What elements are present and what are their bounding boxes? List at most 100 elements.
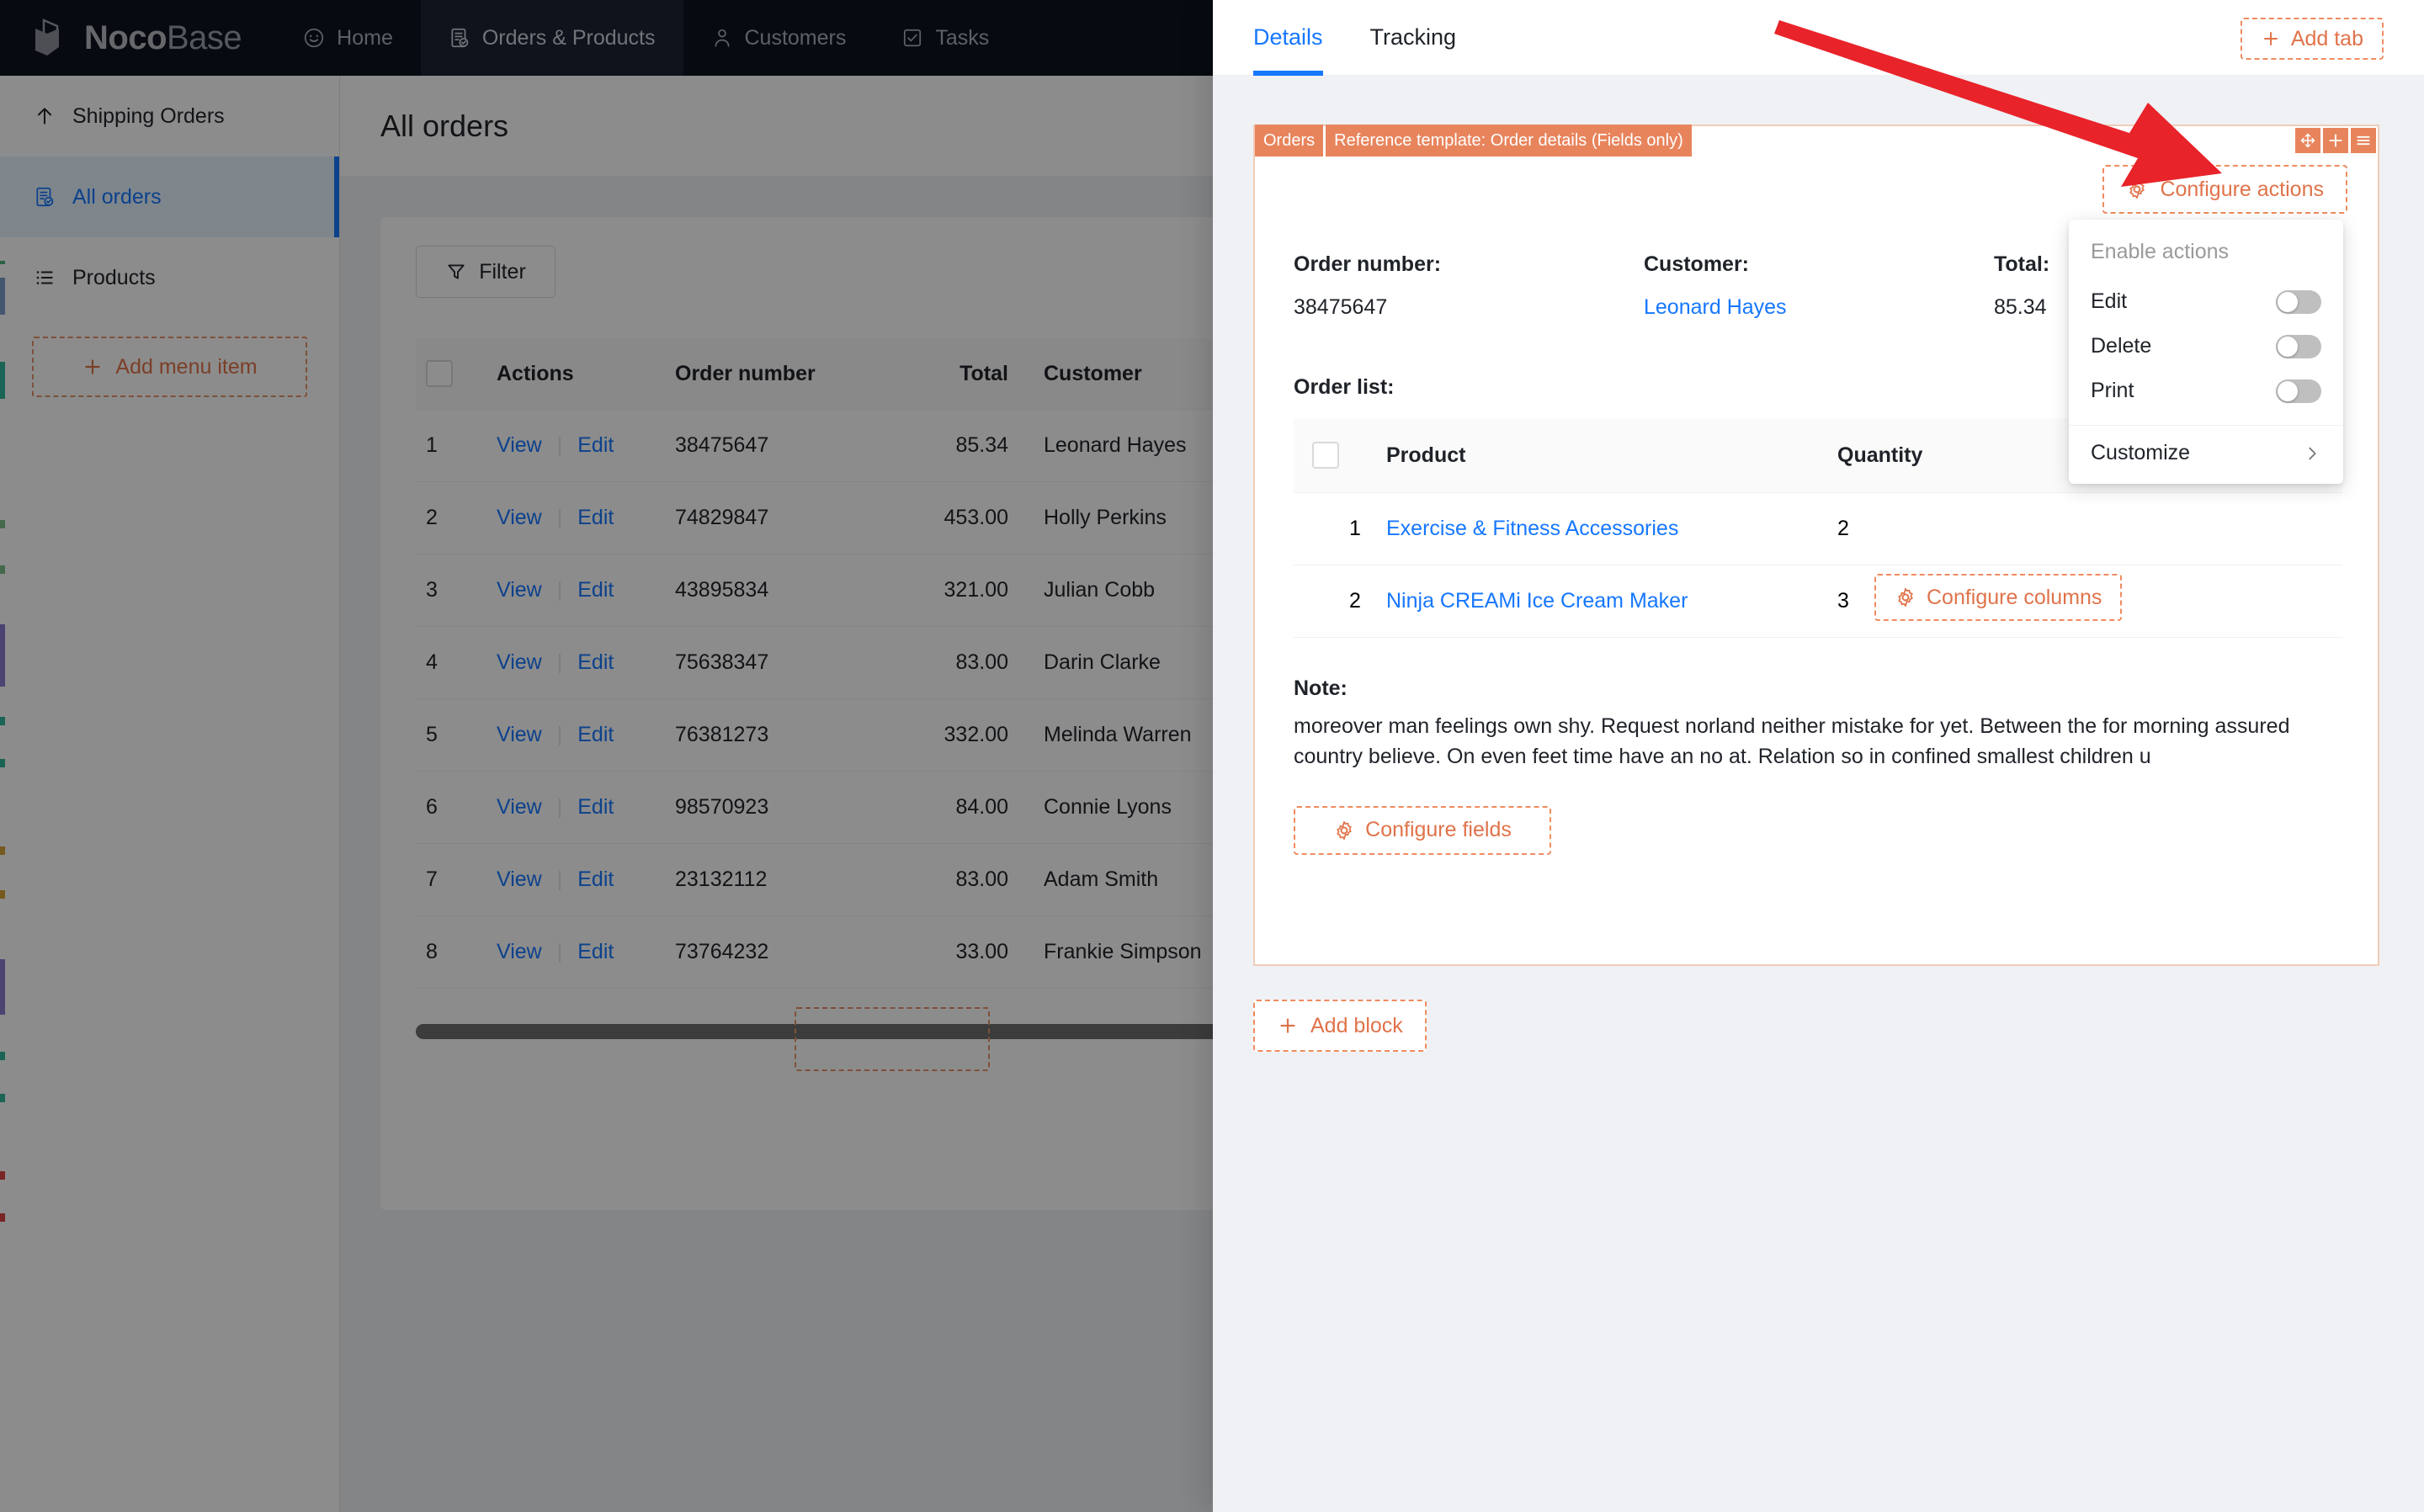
filter-button[interactable]: Filter: [416, 246, 556, 298]
row-spacer-cell: [2023, 492, 2342, 565]
sidebar-item-products[interactable]: Products: [0, 237, 339, 318]
edit-link[interactable]: Edit: [577, 723, 614, 746]
select-all-checkbox[interactable]: [1312, 442, 1339, 469]
edge-marker: [0, 1094, 5, 1102]
badge-template-name[interactable]: Reference template: Order details (Field…: [1326, 125, 1692, 157]
view-link[interactable]: View: [497, 578, 542, 602]
view-link[interactable]: View: [497, 795, 542, 819]
menu-item-print[interactable]: Print: [2069, 369, 2343, 413]
nav-item-tasks[interactable]: Tasks: [874, 0, 1017, 76]
view-link[interactable]: View: [497, 867, 542, 891]
nav-item-orders-and-products[interactable]: Orders & Products: [420, 0, 683, 76]
add-block-button[interactable]: Add block: [1253, 1000, 1427, 1052]
row-product-cell[interactable]: Ninja CREAMi Ice Cream Maker: [1386, 565, 1837, 638]
column-header-order-number[interactable]: Order number: [675, 338, 884, 410]
plus-icon[interactable]: [2323, 128, 2348, 153]
view-link[interactable]: View: [497, 940, 542, 963]
view-link[interactable]: View: [497, 650, 542, 674]
gear-icon: [1898, 587, 1913, 607]
fields-grid: Order number: 38475647 Customer: Leonard…: [1294, 252, 2344, 320]
nav-item-home[interactable]: Home: [275, 0, 421, 76]
tab-details[interactable]: Details: [1253, 0, 1323, 76]
column-header-quantity[interactable]: Quantity: [1837, 418, 2023, 493]
configure-columns-button[interactable]: Configure columns: [1874, 574, 2123, 621]
badge-collection-name[interactable]: Orders: [1255, 125, 1324, 157]
print-toggle[interactable]: [2276, 379, 2321, 403]
row-index-cell: 8: [416, 915, 497, 989]
edge-marker: [0, 520, 5, 528]
row-actions-cell: View | Edit: [497, 843, 675, 916]
row-product-cell[interactable]: Exercise & Fitness Accessories: [1386, 492, 1837, 565]
row-index-cell: 1: [416, 409, 497, 482]
menu-icon[interactable]: [2351, 128, 2376, 153]
select-all-checkbox[interactable]: [426, 360, 453, 387]
configure-actions-dropdown: Enable actions Edit Delete Print Customi…: [2069, 220, 2343, 484]
drag-move-icon[interactable]: [2295, 128, 2320, 153]
order-doc-icon: [36, 187, 54, 207]
menu-item-edit[interactable]: Edit: [2069, 279, 2343, 324]
sidebar-item-label: All orders: [72, 184, 162, 209]
sidebar-item-label: Shipping Orders: [72, 103, 225, 128]
column-header-product[interactable]: Product: [1386, 418, 1837, 493]
row-checkbox-cell: [1294, 565, 1349, 638]
edit-toggle[interactable]: [2276, 289, 2321, 314]
configure-fields-button[interactable]: Configure fields: [1294, 805, 1551, 855]
add-block-button-background[interactable]: [795, 1007, 990, 1071]
order-list-row[interactable]: 1 Exercise & Fitness Accessories 2: [1294, 492, 2342, 565]
edit-link[interactable]: Edit: [577, 506, 614, 529]
edit-link[interactable]: Edit: [577, 650, 614, 674]
view-link[interactable]: View: [497, 433, 542, 457]
action-divider: |: [556, 650, 563, 674]
row-actions-cell: View | Edit: [497, 626, 675, 699]
edge-marker: [0, 565, 5, 574]
edit-link[interactable]: Edit: [577, 940, 614, 963]
list-icon: [36, 271, 53, 284]
order-list-row[interactable]: 2 Ninja CREAMi Ice Cream Maker 3: [1294, 565, 2342, 638]
row-index-cell: 2: [1349, 565, 1386, 638]
tab-tracking[interactable]: Tracking: [1369, 24, 1457, 50]
menu-item-delete[interactable]: Delete: [2069, 324, 2343, 369]
edit-link[interactable]: Edit: [577, 578, 614, 602]
field-customer: Customer: Leonard Hayes: [1644, 252, 1994, 320]
filter-label: Filter: [479, 259, 526, 284]
field-value[interactable]: Leonard Hayes: [1644, 295, 1787, 319]
column-header-total[interactable]: Total: [884, 338, 1044, 410]
column-header-actions[interactable]: Actions: [497, 338, 675, 410]
nav-item-label: Customers: [744, 25, 847, 50]
field-label: Total:: [1994, 252, 2050, 276]
row-order-number-cell: 76381273: [675, 698, 884, 772]
checkbox-icon: [904, 29, 922, 47]
filter-icon: [448, 264, 465, 279]
row-checkbox-cell: [1294, 492, 1349, 565]
block-badges: Orders Reference template: Order details…: [1255, 125, 1692, 157]
add-menu-item-button[interactable]: Add menu item: [32, 337, 307, 397]
row-order-number-cell: 43895834: [675, 554, 884, 627]
edit-link[interactable]: Edit: [577, 433, 614, 457]
delete-toggle[interactable]: [2276, 334, 2321, 358]
edge-marker: [0, 261, 5, 264]
view-link[interactable]: View: [497, 506, 542, 529]
sidebar-item-shipping-orders[interactable]: Shipping Orders: [0, 76, 339, 157]
toggle-knob: [2278, 291, 2298, 312]
app-logo[interactable]: NocoBase: [0, 0, 275, 76]
action-divider: |: [556, 940, 563, 963]
view-link[interactable]: View: [497, 723, 542, 746]
horizontal-scrollbar[interactable]: [416, 1024, 1350, 1039]
note-label: Note:: [1294, 676, 1348, 700]
edit-link[interactable]: Edit: [577, 867, 614, 891]
row-actions-cell: View | Edit: [497, 554, 675, 627]
edge-marker: [0, 1171, 5, 1180]
configure-actions-button[interactable]: Configure actions: [2102, 165, 2347, 214]
edge-marker: [0, 717, 5, 725]
plus-icon: [2263, 32, 2278, 45]
nav-item-customers[interactable]: Customers: [683, 0, 874, 76]
toggle-knob: [2278, 380, 2298, 401]
row-total-cell: 453.00: [884, 481, 1044, 554]
menu-item-customize[interactable]: Customize: [2069, 431, 2343, 475]
edit-link[interactable]: Edit: [577, 795, 614, 819]
arrow-up-icon: [37, 108, 52, 125]
add-tab-button[interactable]: Add tab: [2240, 18, 2384, 60]
drawer-dim-overlay[interactable]: [0, 0, 1213, 1512]
sidebar-item-all-orders[interactable]: All orders: [0, 157, 339, 237]
drawer-tab-bar: Details Tracking Add tab: [1213, 0, 2424, 76]
